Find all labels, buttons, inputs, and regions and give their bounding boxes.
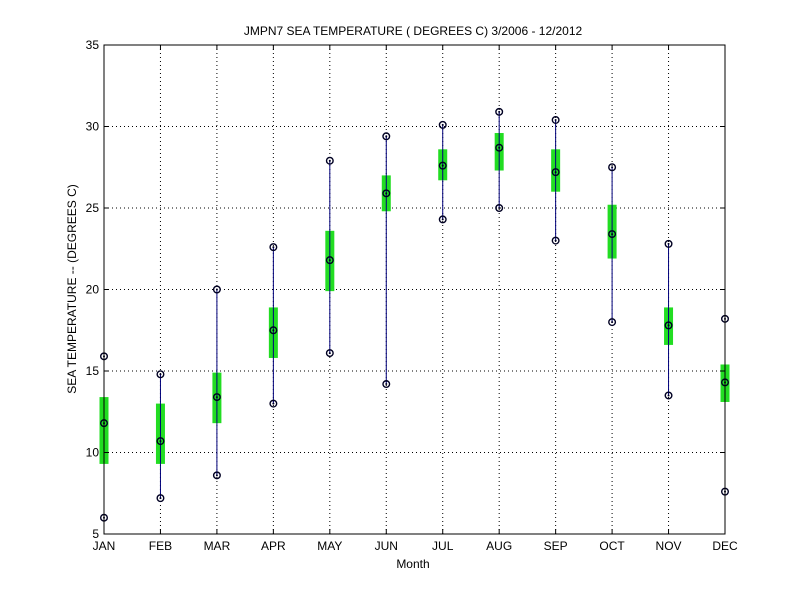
max-marker bbox=[664, 239, 673, 248]
x-tick-label: JUL bbox=[432, 539, 454, 553]
x-axis-title: Month bbox=[396, 557, 429, 571]
y-tick-label: 20 bbox=[86, 283, 100, 297]
min-marker bbox=[438, 215, 447, 224]
plot-frame bbox=[103, 44, 726, 535]
min-marker-dot bbox=[554, 239, 557, 242]
min-marker-dot bbox=[667, 394, 670, 397]
min-marker-dot bbox=[385, 383, 388, 386]
max-marker-dot bbox=[385, 135, 388, 138]
max-marker-dot bbox=[611, 166, 614, 169]
box-nov bbox=[664, 239, 674, 400]
min-marker bbox=[325, 349, 334, 358]
max-marker-dot bbox=[554, 118, 557, 121]
max-marker bbox=[551, 115, 560, 124]
median-marker-dot bbox=[385, 192, 388, 195]
median-marker-dot bbox=[611, 233, 614, 236]
min-marker-dot bbox=[272, 402, 275, 405]
min-marker bbox=[608, 318, 617, 327]
max-marker-dot bbox=[215, 288, 218, 291]
min-marker-dot bbox=[611, 321, 614, 324]
median-marker bbox=[495, 143, 504, 152]
max-marker bbox=[156, 370, 165, 379]
median-marker-dot bbox=[272, 329, 275, 332]
max-marker bbox=[382, 132, 391, 141]
median-marker-dot bbox=[441, 164, 444, 167]
max-marker-dot bbox=[272, 246, 275, 249]
axes: 5 10 15 20 25 30 35 JAN FEB MAR APR MAY JUN JUL AUG SEP… bbox=[86, 38, 738, 553]
median-marker bbox=[664, 321, 673, 330]
min-marker bbox=[212, 471, 221, 480]
box-apr bbox=[268, 243, 278, 408]
median-marker bbox=[156, 437, 165, 446]
y-tick-label: 25 bbox=[86, 201, 100, 215]
max-marker bbox=[325, 156, 334, 165]
median-marker bbox=[608, 230, 617, 239]
x-tick-label: MAR bbox=[204, 539, 231, 553]
min-marker-dot bbox=[159, 497, 162, 500]
chart-title: JMPN7 SEA TEMPERATURE ( DEGREES C) 3/200… bbox=[244, 24, 583, 38]
grid-lines bbox=[104, 45, 725, 534]
x-tick-label: SEP bbox=[544, 539, 568, 553]
x-tick-label: MAY bbox=[317, 539, 342, 553]
max-marker bbox=[438, 120, 447, 129]
min-marker bbox=[382, 380, 391, 389]
y-tick-label: 35 bbox=[86, 38, 100, 52]
max-marker bbox=[212, 285, 221, 294]
y-tick-label: 5 bbox=[92, 527, 99, 541]
y-axis-title: SEA TEMPERATURE -- (DEGREES C) bbox=[65, 184, 79, 394]
box-feb bbox=[155, 370, 165, 503]
min-marker bbox=[156, 494, 165, 503]
max-marker-dot bbox=[498, 110, 501, 113]
median-marker-dot bbox=[667, 324, 670, 327]
median-marker-dot bbox=[159, 440, 162, 443]
x-tick-label: JUN bbox=[375, 539, 398, 553]
max-marker bbox=[608, 163, 617, 172]
min-marker bbox=[495, 203, 504, 212]
x-tick-label: APR bbox=[261, 539, 286, 553]
x-tick-label: DEC bbox=[712, 539, 738, 553]
median-marker-dot bbox=[328, 259, 331, 262]
box-jul bbox=[438, 120, 448, 224]
median-marker bbox=[212, 393, 221, 402]
min-marker bbox=[269, 399, 278, 408]
box-series bbox=[99, 107, 730, 522]
median-marker-dot bbox=[554, 171, 557, 174]
x-tick-label: NOV bbox=[656, 539, 682, 553]
max-marker-dot bbox=[667, 242, 670, 245]
max-marker-dot bbox=[159, 373, 162, 376]
median-marker bbox=[382, 189, 391, 198]
y-tick-label: 10 bbox=[86, 446, 100, 460]
x-tick-label: FEB bbox=[149, 539, 172, 553]
min-marker bbox=[551, 236, 560, 245]
y-tick-label: 15 bbox=[86, 364, 100, 378]
box-sep bbox=[551, 115, 561, 245]
max-marker bbox=[495, 107, 504, 116]
min-marker bbox=[664, 391, 673, 400]
x-tick-label: OCT bbox=[599, 539, 625, 553]
x-tick-label: JAN bbox=[93, 539, 116, 553]
min-marker-dot bbox=[215, 474, 218, 477]
median-marker bbox=[269, 326, 278, 335]
x-tick-label: AUG bbox=[486, 539, 512, 553]
min-marker-dot bbox=[498, 207, 501, 209]
median-marker-dot bbox=[498, 146, 501, 149]
median-marker-dot bbox=[215, 396, 218, 399]
box-may bbox=[325, 156, 335, 358]
max-marker-dot bbox=[441, 123, 444, 126]
box-jun bbox=[381, 132, 391, 389]
min-marker-dot bbox=[328, 352, 331, 355]
box-aug bbox=[494, 107, 504, 212]
max-marker-dot bbox=[328, 159, 331, 162]
median-marker bbox=[438, 161, 447, 170]
box-mar bbox=[212, 285, 222, 480]
median-marker bbox=[551, 168, 560, 177]
median-marker bbox=[325, 256, 334, 265]
max-marker bbox=[269, 243, 278, 252]
box-oct bbox=[607, 163, 617, 327]
min-marker-dot bbox=[441, 218, 444, 221]
y-tick-label: 30 bbox=[86, 120, 100, 134]
